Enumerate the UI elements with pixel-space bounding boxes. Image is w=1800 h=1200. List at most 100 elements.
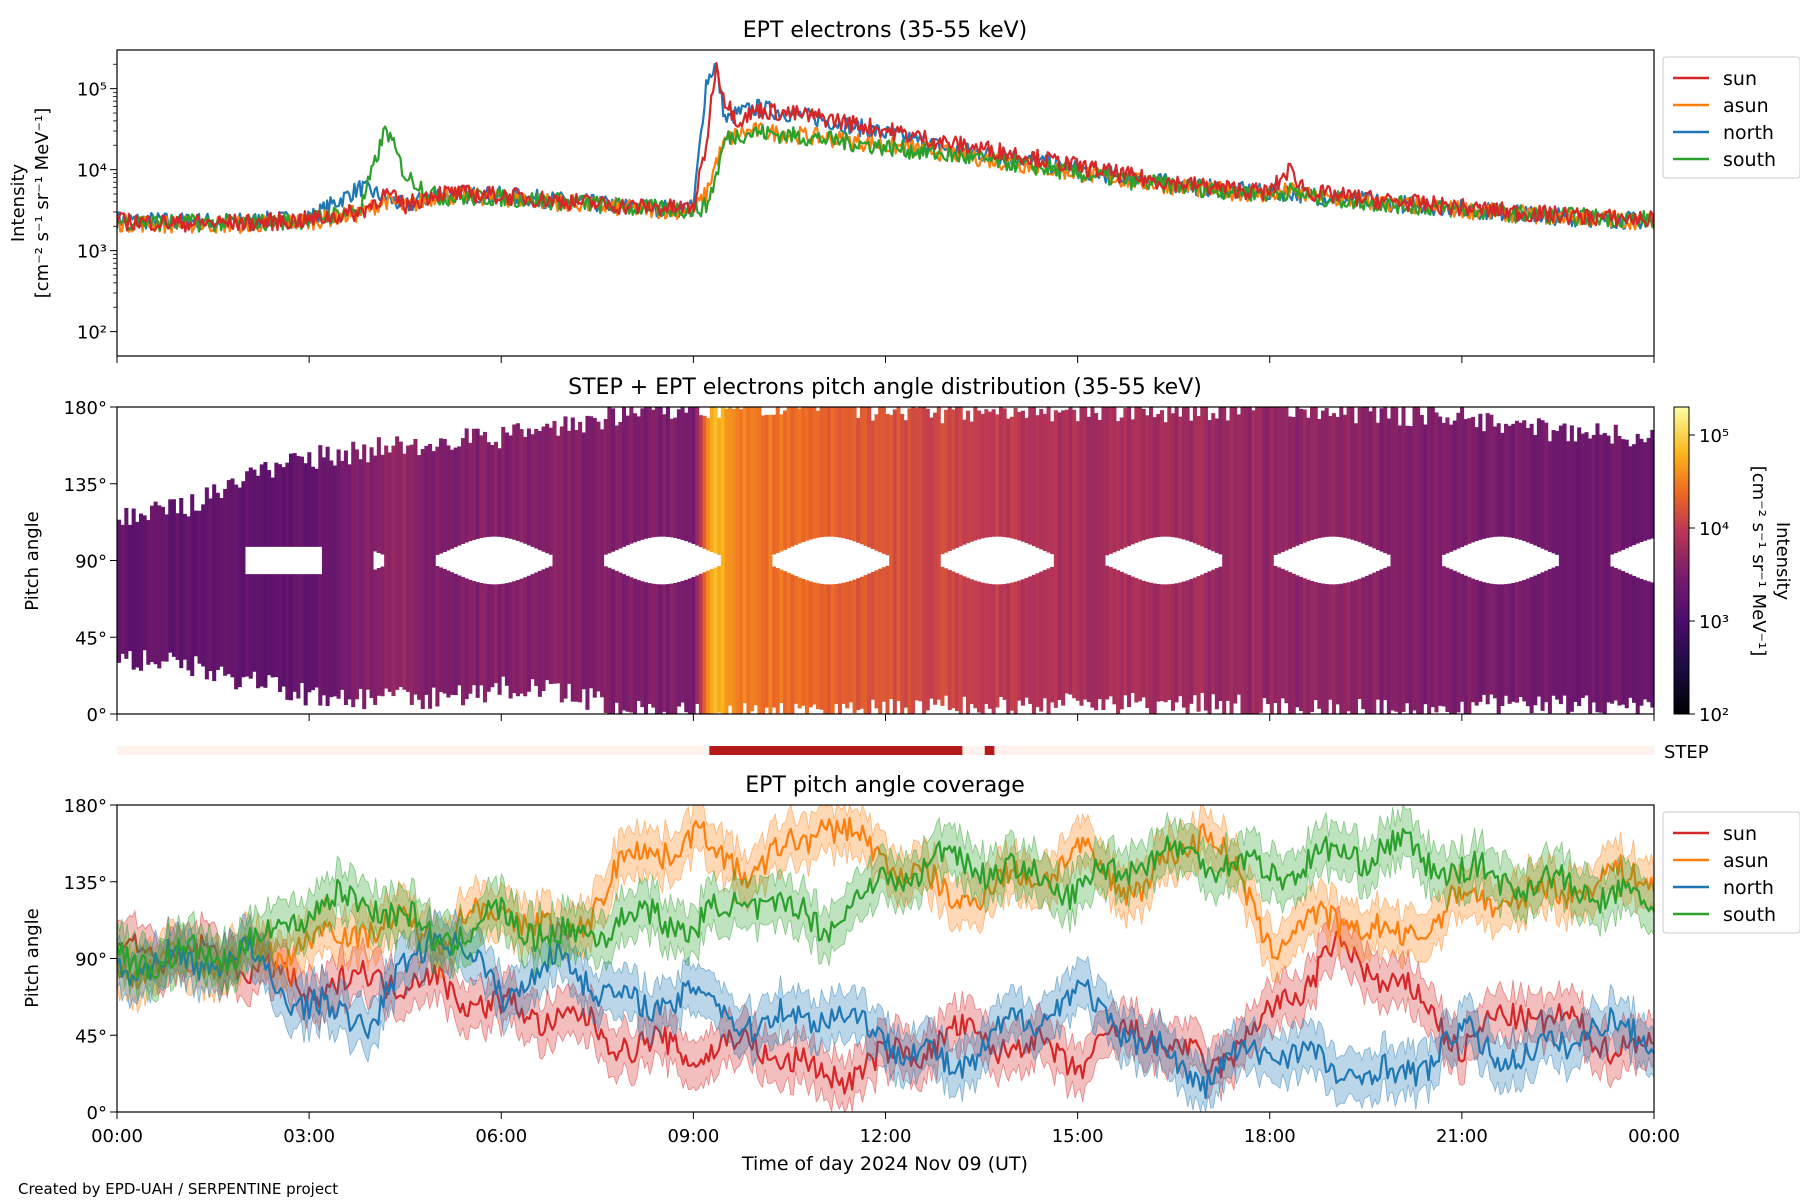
pad-cell-300-0	[1214, 568, 1219, 710]
pad-cell-273-1	[1116, 421, 1121, 551]
pad-cell-210-1	[885, 413, 890, 556]
pad-cell-380-0	[1507, 583, 1512, 704]
pad-cell-247-0	[1020, 579, 1025, 706]
pad-cell-175-0	[757, 407, 762, 714]
pad-cell-98-1	[475, 428, 480, 539]
pad-cell-69-0	[369, 447, 374, 699]
pad-cell-49-1	[296, 455, 301, 547]
pad-cell-36-1	[248, 467, 253, 547]
pad-cell-55-0	[318, 574, 323, 706]
pad-cell-219-0	[918, 407, 923, 702]
coverage-xtick-label-0: 00:00	[91, 1126, 143, 1147]
panel-intensity-series	[117, 61, 1654, 234]
pad-cell-6-0	[138, 513, 144, 671]
pad-cell-245-0	[1013, 581, 1018, 714]
pad-cell-333-0	[1335, 584, 1340, 705]
pad-cell-174-0	[753, 407, 758, 706]
pad-cell-240-1	[995, 414, 1000, 537]
pad-cell-153-0	[676, 582, 681, 707]
pad-cell-299-0	[1211, 569, 1216, 695]
pad-cell-70-1	[373, 455, 378, 552]
coverage-ytick-label-4: 180°	[64, 796, 107, 817]
panel-pad-ylabel: Pitch angle	[22, 511, 43, 610]
pad-cell-285-0	[1159, 584, 1165, 702]
step-segment-1	[984, 746, 995, 755]
pad-cell-57-0	[325, 446, 330, 707]
pad-cell-89-0	[442, 569, 447, 694]
pad-cell-210-0	[885, 565, 890, 714]
pad-cell-228-1	[951, 409, 956, 550]
pad-cell-276-0	[1127, 575, 1132, 708]
pad-cell-150-1	[665, 407, 670, 537]
pad-cell-53-1	[310, 466, 316, 547]
pad-cell-239-1	[991, 409, 996, 537]
pad-cell-116-1	[541, 426, 546, 552]
pad-cell-141-0	[632, 578, 638, 714]
pad-cell-288-0	[1170, 583, 1175, 711]
pad-cell-123-0	[567, 430, 572, 684]
pad-cell-225-0	[940, 566, 945, 706]
pad-cell-389-1	[1540, 420, 1545, 549]
pad-cell-154-1	[680, 407, 685, 540]
pad-cell-72-0	[380, 566, 385, 697]
pad-cell-296-0	[1200, 574, 1205, 693]
pad-cell-151-0	[669, 583, 674, 714]
pad-cell-284-0	[1156, 584, 1161, 702]
pad-cell-39-1	[259, 464, 264, 547]
pad-cell-230-0	[958, 574, 963, 714]
pad-cell-114-1	[534, 428, 539, 549]
pad-cell-280-0	[1141, 580, 1146, 698]
pad-cell-105-1	[501, 426, 506, 538]
pad-cell-160-0	[702, 572, 707, 714]
pad-cell-81-0	[413, 439, 418, 695]
pad-cell-286-1	[1163, 422, 1168, 537]
pad-cell-211-0	[889, 414, 894, 700]
pad-cell-151-1	[669, 418, 674, 538]
pad-cell-148-0	[658, 584, 663, 714]
colorbar-tick-label-1: 10³	[1699, 612, 1729, 633]
intensity-ytick-label-2: 10⁴	[77, 161, 107, 182]
pad-cell-193-0	[823, 584, 828, 714]
pad-cell-107-0	[508, 582, 513, 699]
pad-cell-236-1	[980, 413, 985, 539]
pad-cell-78-0	[402, 453, 407, 690]
pad-cell-191-0	[815, 583, 821, 709]
pad-cell-7-0	[142, 515, 147, 651]
pad-cell-44-0	[278, 574, 283, 693]
pad-cell-297-0	[1203, 572, 1208, 711]
pad-cell-226-0	[944, 568, 949, 696]
pad-cell-159-0	[698, 573, 703, 714]
pad-cell-363-1	[1445, 417, 1450, 554]
intensity-ytick-label-0: 10²	[77, 323, 107, 344]
pad-cell-136-0	[614, 570, 619, 703]
pad-cell-101-0	[486, 584, 491, 692]
pad-cell-193-1	[823, 407, 828, 537]
pad-cell-45-0	[281, 574, 286, 687]
pad-cell-321-1	[1291, 416, 1296, 548]
pad-cell-129-0	[589, 416, 594, 689]
pad-cell-254-1	[1046, 407, 1051, 553]
panel-intensity-legend: sun asun north south	[1662, 56, 1800, 179]
pad-cell-382-1	[1514, 420, 1519, 539]
pad-cell-146-1	[651, 409, 656, 538]
pad-cell-252-0	[1039, 571, 1044, 712]
colorbar-tick-label-2: 10⁴	[1699, 519, 1729, 540]
pad-cell-58-0	[329, 460, 334, 698]
pad-cell-0-0	[117, 519, 122, 663]
pad-cell-101-1	[486, 442, 491, 537]
pad-cell-248-1	[1024, 417, 1029, 544]
colorbar-label: Intensity [cm⁻² s⁻¹ sr⁻¹ MeV⁻¹]	[1748, 466, 1793, 657]
pad-cell-359-0	[1430, 407, 1435, 708]
panel-coverage-frame	[116, 804, 1655, 1113]
pad-cell-180-1	[775, 407, 780, 553]
pad-cell-43-1	[274, 462, 279, 547]
pad-cell-130-0	[592, 417, 597, 698]
pad-cell-110-1	[519, 429, 524, 543]
pad-cell-225-1	[940, 423, 945, 555]
pad-cell-292-0	[1185, 580, 1190, 714]
intensity-legend-label-north: north	[1723, 122, 1774, 144]
pad-cell-393-1	[1555, 430, 1560, 555]
coverage-xtick-label-3: 09:00	[667, 1126, 719, 1147]
pad-cell-106-1	[504, 432, 509, 538]
pad-cell-179-1	[772, 414, 777, 555]
